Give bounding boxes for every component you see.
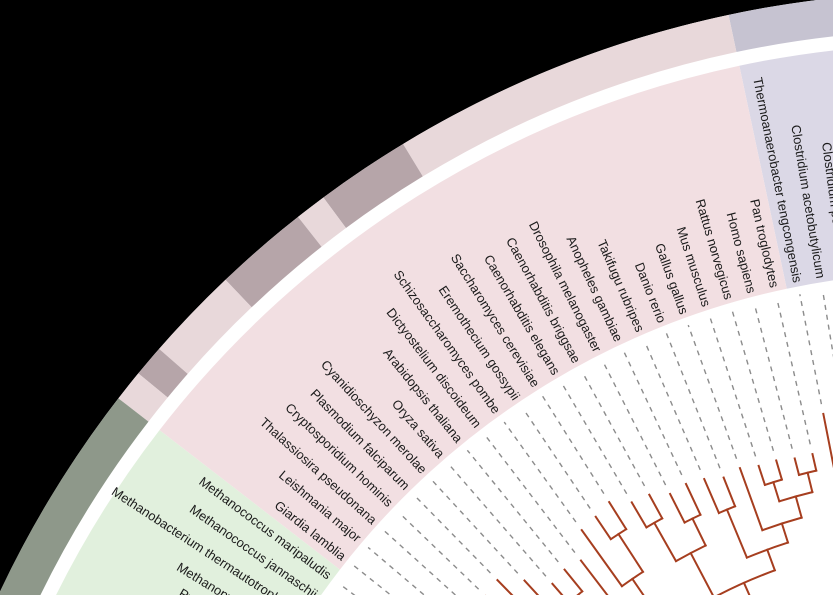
branch-radial [580,528,624,588]
branch-radial [496,578,514,595]
clade-ring-fungi [323,143,423,229]
domain-sector-eukaryota [159,65,787,570]
leaf-connector [753,304,793,449]
branch-radial [579,559,609,595]
branch-radial [523,579,540,595]
leaf-connector [623,351,683,476]
leaf-connector [776,298,811,445]
leaf-connector [415,496,491,574]
domain-sector-bacteria [739,50,833,289]
leaf-connector [602,361,667,486]
branch-arc [576,589,584,595]
tree-branches [485,412,833,595]
leaf-connector [709,317,757,457]
branch-radial [630,501,648,529]
clade-ring-alveolata [159,279,252,374]
branch-radial [806,471,814,494]
clade-ring-animals [403,14,737,177]
clade-ring-archaea [0,398,149,595]
branch-radial [765,548,777,572]
branch-radial [563,568,584,593]
branch-radial [630,577,645,595]
clade-ring-euglenozoa [138,348,188,398]
leaf-connector [799,294,823,405]
branch-radial [691,517,707,547]
leaf-connector [353,564,392,595]
branch-radial [794,495,803,519]
leaf-connector [449,464,547,577]
leaf-connector [398,512,480,590]
branch-radial [742,581,751,595]
branch-radial [772,480,781,503]
leaf-connector [731,310,775,452]
domain-sector-archaea [56,430,340,595]
branch-radial [652,521,678,563]
leaf-connector [821,289,833,358]
branch-radial [668,492,686,524]
branch-radial [780,522,790,544]
branch-radial [647,493,664,520]
leaf-connector [687,324,738,459]
clade-ring-amoebozoa [298,197,346,247]
branch-radial [689,551,714,595]
branch-radial [594,515,613,541]
branch-radial [607,500,628,531]
branch-radial [684,482,702,517]
leaf-connector [466,449,559,563]
leaf-connector [431,480,519,574]
clade-ring-bacteria [728,0,833,53]
leaf-connector [644,342,701,471]
leaf-connector [503,421,577,523]
branch-radial [551,582,564,595]
branch-radial [738,466,764,532]
branch-radial [811,452,818,472]
branch-radial [822,412,833,469]
leaf-connector [561,383,628,495]
branch-radial [725,508,749,559]
leaf-connector [582,372,646,487]
clade-ring-plants [225,216,322,308]
leaf-connector [485,435,576,554]
branch-radial [757,464,767,487]
leaf-connector [338,583,356,595]
branch-radial [793,457,801,477]
leaf-connector [665,333,721,469]
branch-radial [722,476,737,508]
branch-radial [702,477,721,515]
branch-radial [774,459,784,481]
clade-ring-diplomonadida [118,373,168,422]
branch-radial [617,532,645,574]
